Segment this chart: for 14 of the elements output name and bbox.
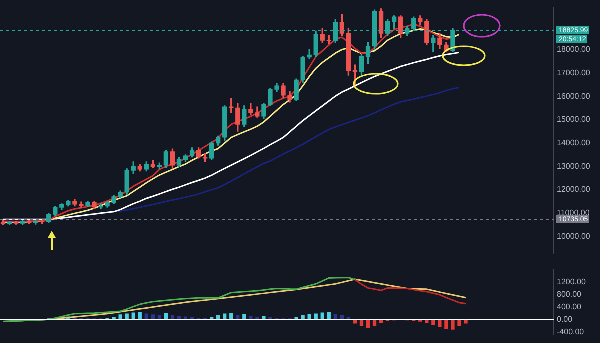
y-tick-label: 12000.00 bbox=[557, 185, 591, 194]
y-tick-label: 17000.00 bbox=[557, 68, 591, 78]
y-tick-label: 0.00 bbox=[557, 314, 574, 324]
y-tick-label: 14000.00 bbox=[557, 138, 591, 148]
y-tick-label: 13000.00 bbox=[557, 162, 591, 171]
y-tick-label: 15000.00 bbox=[557, 115, 591, 124]
y-tick-label: 18000.00 bbox=[557, 45, 591, 54]
y-tick-label: 800.00 bbox=[557, 290, 582, 299]
y-tick-label: -400.00 bbox=[557, 327, 585, 336]
y-tick-label: 16000.00 bbox=[557, 92, 591, 101]
y-tick-label: 1200.00 bbox=[557, 277, 586, 286]
y-tick-label: 400.00 bbox=[557, 302, 582, 312]
y-tick-label: 10000.00 bbox=[557, 232, 591, 241]
y-tick-label: 11000.00 bbox=[557, 208, 590, 218]
